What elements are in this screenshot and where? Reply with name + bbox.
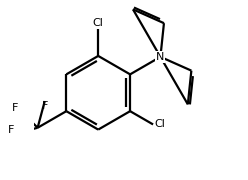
Text: Cl: Cl xyxy=(155,120,165,129)
Text: F: F xyxy=(12,103,18,113)
Text: N: N xyxy=(156,52,165,62)
Text: Cl: Cl xyxy=(93,18,104,28)
Text: F: F xyxy=(42,101,48,111)
Text: F: F xyxy=(8,125,14,135)
